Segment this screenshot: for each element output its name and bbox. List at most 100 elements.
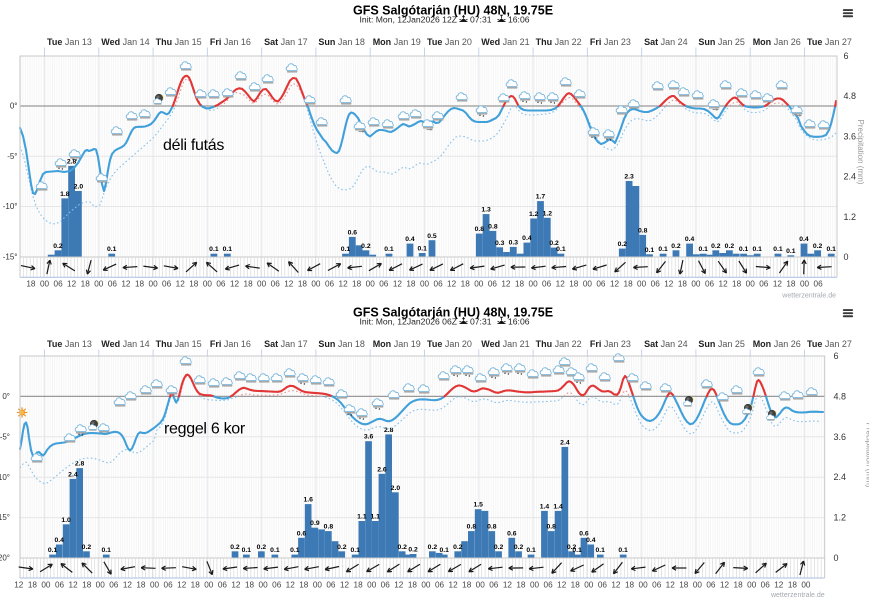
svg-text:2.4: 2.4	[560, 439, 570, 446]
svg-text:06: 06	[326, 581, 336, 590]
svg-text:12: 12	[719, 280, 729, 289]
svg-text:06: 06	[542, 280, 552, 289]
svg-text:-10°: -10°	[3, 202, 18, 211]
svg-text:2.4: 2.4	[834, 472, 847, 482]
svg-text:GFS Salgótarján (HU) 48N, 19.7: GFS Salgótarján (HU) 48N, 19.75E	[353, 306, 553, 320]
svg-text:00: 00	[257, 280, 267, 289]
svg-text:00: 00	[474, 280, 484, 289]
svg-text:Sat Jan 17: Sat Jan 17	[264, 339, 308, 349]
svg-text:0.1: 0.1	[526, 547, 536, 554]
svg-text:00: 00	[313, 581, 323, 590]
svg-text:18: 18	[788, 581, 798, 590]
svg-text:06: 06	[435, 581, 445, 590]
svg-text:12: 12	[284, 280, 294, 289]
svg-text:Sun Jan 18: Sun Jan 18	[318, 37, 365, 47]
svg-text:12: 12	[394, 581, 404, 590]
svg-text:0.2: 0.2	[53, 243, 63, 250]
svg-text:06: 06	[705, 280, 715, 289]
svg-text:1.6: 1.6	[303, 497, 313, 504]
svg-text:00: 00	[311, 280, 321, 289]
svg-text:18: 18	[516, 581, 526, 590]
svg-text:0.2: 0.2	[408, 547, 418, 554]
svg-text:1.4: 1.4	[553, 503, 563, 510]
svg-text:18: 18	[298, 280, 308, 289]
svg-text:06: 06	[109, 581, 119, 590]
svg-text:1.2: 1.2	[844, 212, 857, 222]
svg-text:18: 18	[81, 280, 91, 289]
svg-text:Thu Jan 15: Thu Jan 15	[156, 339, 202, 349]
svg-text:0.1: 0.1	[439, 547, 449, 554]
svg-text:0.8: 0.8	[475, 226, 485, 233]
svg-text:0.1: 0.1	[290, 547, 300, 554]
svg-text:00: 00	[637, 280, 647, 289]
svg-text:0.2: 0.2	[618, 241, 628, 248]
svg-text:Fri Jan 23: Fri Jan 23	[590, 37, 631, 47]
svg-text:0.3: 0.3	[509, 239, 519, 246]
svg-text:00: 00	[259, 581, 269, 590]
svg-text:-15°: -15°	[3, 253, 18, 262]
svg-text:Sat Jan 24: Sat Jan 24	[644, 339, 688, 349]
svg-text:12: 12	[230, 280, 240, 289]
svg-text:Sun Jan 18: Sun Jan 18	[318, 339, 365, 349]
svg-text:Precipitation (mm): Precipitation (mm)	[865, 423, 869, 488]
svg-text:0.1: 0.1	[242, 547, 252, 554]
svg-text:0.1: 0.1	[107, 246, 117, 253]
svg-text:18: 18	[408, 581, 418, 590]
svg-text:12: 12	[286, 581, 296, 590]
svg-text:18: 18	[515, 280, 525, 289]
svg-text:00: 00	[204, 581, 214, 590]
svg-text:2.8: 2.8	[67, 158, 77, 165]
svg-text:2.8: 2.8	[384, 427, 394, 434]
svg-text:18: 18	[678, 280, 688, 289]
svg-text:Fri Jan 16: Fri Jan 16	[210, 339, 251, 349]
svg-text:3.6: 3.6	[844, 131, 857, 141]
svg-text:12: 12	[449, 581, 459, 590]
svg-text:12: 12	[176, 280, 186, 289]
svg-text:1.1: 1.1	[357, 514, 367, 521]
svg-text:18: 18	[569, 280, 579, 289]
svg-text:00: 00	[94, 280, 104, 289]
svg-text:00: 00	[639, 581, 649, 590]
svg-text:06: 06	[379, 280, 389, 289]
svg-text:0.1: 0.1	[270, 547, 280, 554]
svg-text:00: 00	[530, 581, 540, 590]
svg-text:0.8: 0.8	[324, 524, 334, 531]
svg-text:-20°: -20°	[0, 554, 10, 563]
svg-text:00: 00	[149, 280, 159, 289]
svg-text:0.4: 0.4	[522, 235, 532, 242]
svg-text:12: 12	[121, 280, 131, 289]
svg-text:18: 18	[26, 280, 36, 289]
svg-text:-10°: -10°	[0, 473, 10, 482]
svg-text:12: 12	[503, 581, 513, 590]
svg-text:1.2: 1.2	[543, 210, 553, 217]
svg-text:Precipitation (mm): Precipitation (mm)	[856, 120, 865, 185]
svg-text:0.2: 0.2	[397, 544, 407, 551]
svg-text:2.4: 2.4	[844, 172, 857, 182]
svg-text:0.2: 0.2	[361, 243, 371, 250]
svg-text:18: 18	[299, 581, 309, 590]
svg-text:12: 12	[773, 280, 783, 289]
svg-text:Tue Jan 13: Tue Jan 13	[47, 339, 92, 349]
svg-text:1.5: 1.5	[473, 502, 483, 509]
svg-text:12: 12	[720, 581, 730, 590]
svg-text:06: 06	[55, 581, 65, 590]
svg-text:06: 06	[434, 280, 444, 289]
svg-text:06: 06	[488, 280, 498, 289]
svg-text:1.1: 1.1	[370, 514, 380, 521]
svg-text:4.8: 4.8	[834, 391, 847, 401]
svg-text:Tue Jan 20: Tue Jan 20	[427, 37, 472, 47]
svg-text:Fri Jan 23: Fri Jan 23	[590, 339, 631, 349]
svg-text:Init: Mon, 12Jan2026 06Z: Init: Mon, 12Jan2026 06Z	[360, 317, 457, 327]
svg-text:18: 18	[245, 581, 255, 590]
svg-text:0.1: 0.1	[101, 547, 111, 554]
svg-text:16:06: 16:06	[508, 15, 530, 25]
svg-text:00: 00	[691, 280, 701, 289]
svg-text:Tue Jan 13: Tue Jan 13	[47, 37, 92, 47]
svg-text:1.2: 1.2	[529, 211, 539, 218]
svg-text:12: 12	[14, 581, 24, 590]
svg-text:0.1: 0.1	[658, 246, 668, 253]
svg-text:06: 06	[162, 280, 172, 289]
svg-text:00: 00	[747, 581, 757, 590]
svg-text:Wed Jan 21: Wed Jan 21	[481, 37, 529, 47]
svg-text:0.1: 0.1	[384, 246, 394, 253]
